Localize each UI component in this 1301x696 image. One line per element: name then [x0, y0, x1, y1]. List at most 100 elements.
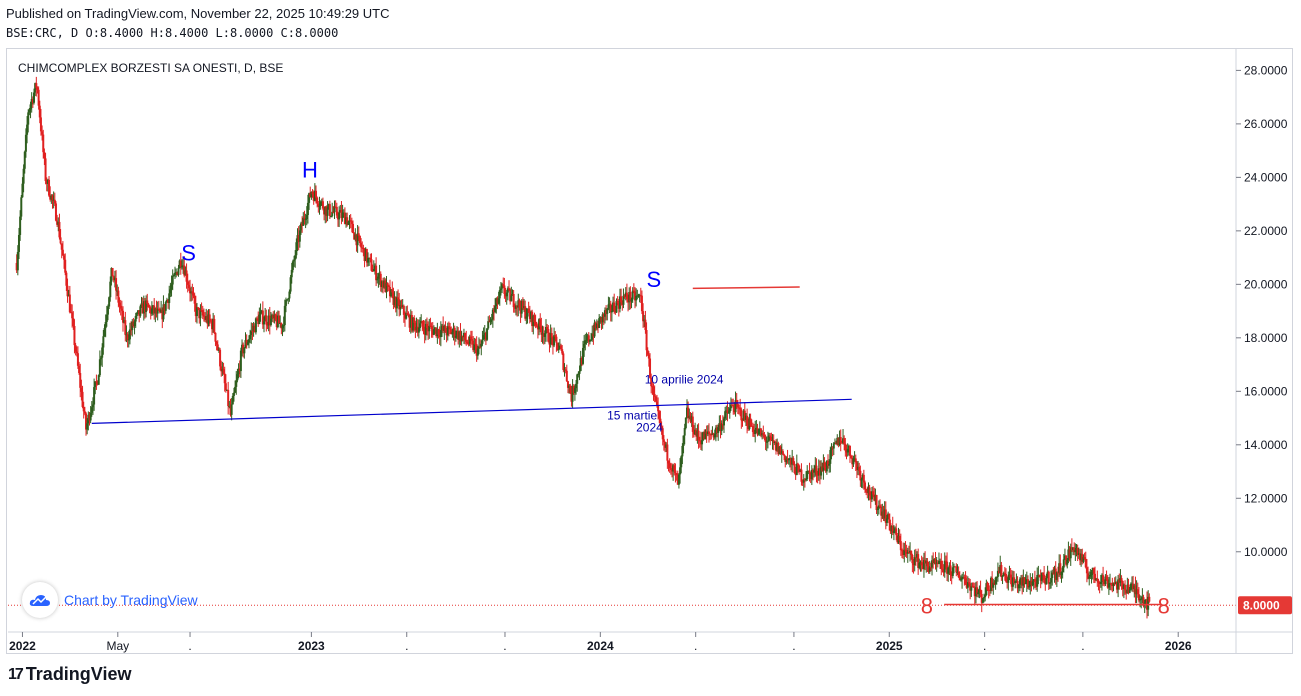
candle-body [738, 407, 741, 409]
candle-body [846, 448, 849, 453]
candle-body [615, 300, 618, 313]
candle-body [104, 322, 107, 329]
candle-body [1058, 563, 1061, 573]
candle-body [123, 320, 126, 323]
candle-body [471, 339, 474, 341]
candle-body [93, 387, 96, 405]
candle-body [798, 465, 801, 472]
candle-body [724, 411, 727, 419]
candle-body [987, 589, 990, 591]
candle-body [786, 458, 789, 461]
candle-body [482, 335, 485, 340]
y-tick-label: 16.0000 [1244, 384, 1288, 398]
candle-body [721, 423, 724, 426]
annotation-note: 10 aprilie 2024 [645, 372, 724, 386]
candle-body [855, 462, 858, 470]
candle-body [343, 212, 346, 225]
candle-body [884, 509, 887, 523]
candle-body [1024, 582, 1027, 585]
candle-body [706, 431, 709, 435]
candle-body [1144, 599, 1147, 603]
candle-body [64, 259, 67, 273]
candle-body [1005, 573, 1008, 582]
candle-body [652, 386, 655, 394]
candle-body [481, 339, 484, 344]
x-tick-label: . [1081, 639, 1084, 653]
candle-body [852, 458, 855, 465]
candle-body [226, 389, 229, 391]
tradingview-watermark[interactable]: Chart by TradingView [22, 582, 198, 618]
candle-body [947, 567, 950, 574]
candle-body [115, 278, 118, 291]
candle-body [283, 305, 286, 326]
candle-body [749, 418, 752, 426]
candle-body [96, 381, 99, 385]
candle-body [253, 325, 256, 333]
candle-body [183, 265, 186, 276]
candle-body [520, 300, 523, 314]
candle-body [182, 265, 185, 267]
candle-body [519, 307, 522, 314]
candle-body [1017, 584, 1020, 589]
axes: 28.0000 26.0000 24.0000 22.0000 20.0000 18.00… [8, 49, 1293, 654]
candle-body [17, 234, 20, 252]
candle-body [178, 260, 181, 269]
candle-body [121, 310, 124, 323]
candle-body [817, 468, 820, 476]
candle-body [1075, 547, 1078, 550]
candle-body [1035, 581, 1038, 587]
candle-body [905, 550, 908, 554]
candle-body [609, 303, 612, 313]
candle-body [769, 435, 772, 437]
candle-body [261, 310, 264, 325]
candle-body [699, 440, 702, 445]
candle-body [1132, 583, 1135, 590]
candle-body [103, 328, 106, 337]
candle-body [608, 303, 611, 305]
candle-body [229, 406, 232, 415]
candle-body [853, 458, 856, 460]
candle-body [592, 333, 595, 337]
candle-body [415, 326, 418, 331]
candle-body [614, 310, 617, 313]
candle-body [320, 201, 323, 203]
candle-body [161, 309, 164, 320]
candle-body [251, 330, 254, 332]
candle-body [688, 415, 691, 418]
candle-body [354, 234, 357, 240]
candle-body [637, 295, 640, 297]
candle-body [224, 383, 227, 390]
candle-body [535, 325, 538, 327]
candle-body [862, 474, 865, 483]
candle-body [197, 307, 200, 309]
candle-body [1111, 584, 1114, 586]
candle-body [675, 473, 678, 475]
candle-body [464, 333, 467, 340]
candle-body [417, 328, 420, 333]
candle-body [349, 220, 352, 222]
candle-body [134, 315, 137, 322]
candle-body [556, 342, 559, 351]
candle-body [1068, 549, 1071, 559]
candle-body [577, 373, 580, 375]
candle-body [1085, 567, 1088, 574]
chart-title: CHIMCOMPLEX BORZESTI SA ONESTI, D, BSE [18, 61, 283, 75]
candle-body [437, 329, 440, 335]
candle-body [1011, 577, 1014, 587]
x-tick-label: . [188, 639, 191, 653]
candle-body [1105, 576, 1108, 580]
candle-body [1031, 581, 1034, 586]
candle-body [801, 481, 804, 483]
candle-body [1088, 576, 1091, 579]
x-tick-label: 2022 [9, 639, 36, 653]
brand-footer[interactable]: 17 TradingView [8, 664, 132, 685]
candle-body [809, 472, 812, 480]
candle-body [942, 569, 945, 573]
candle-body [27, 112, 30, 125]
candle-body [499, 288, 502, 291]
candle-body [335, 206, 338, 216]
candle-body [483, 332, 486, 336]
candle-body [160, 309, 163, 313]
candle-body [53, 199, 56, 204]
